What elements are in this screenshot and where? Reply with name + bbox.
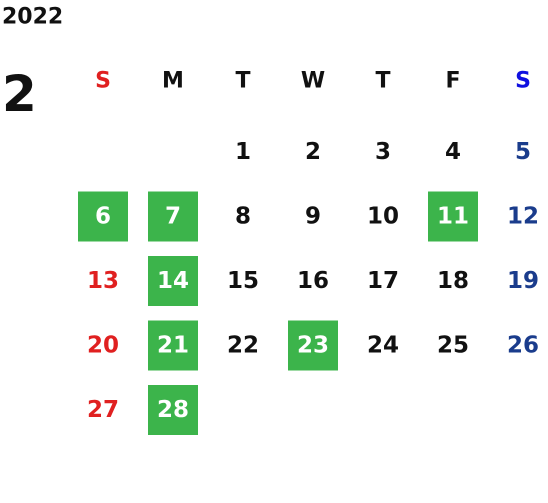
day: 28 [157,397,189,423]
day: 13 [87,268,119,294]
weekday-label: T [375,69,390,94]
day: 9 [305,204,321,230]
day: 21 [157,333,189,359]
weekday-label: F [445,69,460,94]
day: 25 [437,333,469,359]
day-highlight [78,191,128,242]
day: 15 [227,268,259,294]
day-highlight [148,385,198,435]
day: 10 [367,204,399,230]
day: 4 [445,139,461,165]
weekday-label: W [301,69,325,94]
day-highlight [148,191,198,242]
year: 2022 [2,5,63,30]
day: 12 [507,204,539,230]
day: 18 [437,268,469,294]
weekday-label: T [235,69,250,94]
day: 14 [157,268,189,294]
day: 24 [367,333,399,359]
day: 3 [375,139,391,165]
day-highlight [288,320,338,371]
day-highlight [428,191,478,242]
day: 19 [507,268,539,294]
day: 20 [87,333,119,359]
weekday-label: M [162,69,184,94]
day: 6 [95,204,111,230]
day: 11 [437,204,469,230]
day: 2 [305,139,321,165]
day: 8 [235,204,251,230]
day: 1 [235,139,251,165]
weekday-label: S [95,69,111,94]
day: 5 [515,139,531,165]
day: 7 [165,204,181,230]
day-highlight [148,320,198,371]
month: 2 [2,65,37,123]
day: 22 [227,333,259,359]
day: 17 [367,268,399,294]
day: 27 [87,397,119,423]
day: 26 [507,333,539,359]
day: 16 [297,268,329,294]
day-highlight [148,256,198,306]
weekday-label: S [515,69,531,94]
day: 23 [297,333,329,359]
